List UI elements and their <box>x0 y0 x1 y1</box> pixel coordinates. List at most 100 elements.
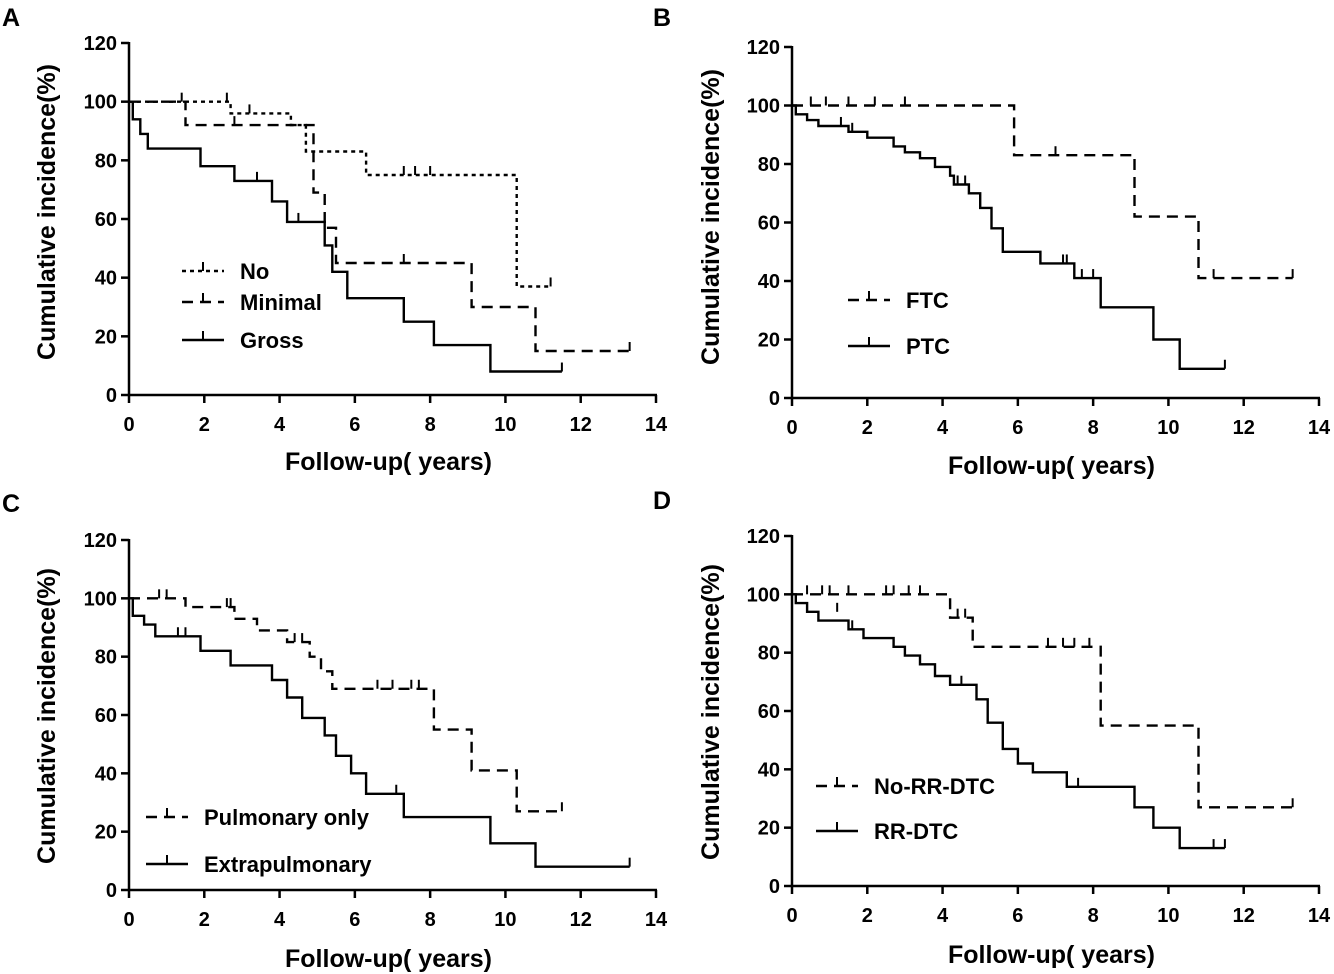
panel-c-axes <box>121 538 658 898</box>
panel-c-label: C <box>2 490 20 518</box>
x-tick-label: 12 <box>1233 417 1255 439</box>
x-tick-label: 6 <box>349 414 360 436</box>
x-axis-title: Follow-up( years) <box>948 452 1155 480</box>
y-tick-label: 80 <box>758 154 780 176</box>
x-tick-label: 12 <box>1233 905 1255 927</box>
legend-label: No <box>240 259 269 284</box>
x-tick-label: 10 <box>494 909 516 931</box>
x-tick-label: 14 <box>1308 417 1331 439</box>
y-tick-label: 120 <box>84 33 117 55</box>
series-line-rr-dtc <box>792 593 1225 850</box>
x-tick-label: 14 <box>1308 905 1331 927</box>
x-tick-label: 2 <box>862 905 873 927</box>
legend-label: Gross <box>240 328 304 353</box>
x-tick-label: 8 <box>425 909 436 931</box>
series-ftc <box>792 96 1294 280</box>
y-tick-label: 80 <box>758 643 780 665</box>
x-tick-label: 2 <box>199 414 210 436</box>
y-tick-label: 40 <box>95 268 117 290</box>
series-gross <box>129 100 563 373</box>
y-tick-label: 40 <box>758 759 780 781</box>
x-tick-label: 8 <box>425 414 436 436</box>
x-tick-label: 10 <box>1157 417 1179 439</box>
panel-d-axes <box>784 534 1321 894</box>
x-tick-label: 6 <box>349 909 360 931</box>
x-tick-label: 4 <box>937 417 949 439</box>
y-axis-title: Cumulative incidence(%) <box>33 568 61 864</box>
legend-label: RR-DTC <box>874 819 958 844</box>
series-line-minimal <box>129 100 630 353</box>
x-tick-label: 0 <box>123 909 134 931</box>
x-tick-label: 10 <box>1157 905 1179 927</box>
legend-entry-pulmonary-only: Pulmonary only <box>146 805 370 830</box>
legend-label: No-RR-DTC <box>874 774 995 799</box>
panel-a: A 0 20 40 60 80 100 120 0 2 4 6 8 10 12 14 Follow-up( ye… <box>2 4 668 476</box>
series-pulmonary-only <box>129 589 563 813</box>
x-tick-label: 12 <box>570 414 592 436</box>
y-tick-label: 0 <box>769 876 780 898</box>
y-tick-label: 100 <box>747 96 780 118</box>
series-rr-dtc <box>792 593 1226 850</box>
series-no-rr-dtc <box>792 585 1294 809</box>
y-tick-label: 100 <box>84 92 117 114</box>
x-tick-label: 0 <box>786 417 797 439</box>
x-tick-label: 8 <box>1088 417 1099 439</box>
series-line-ftc <box>792 104 1293 280</box>
series-line-gross <box>129 100 562 373</box>
y-tick-label: 60 <box>95 209 117 231</box>
legend-label: FTC <box>906 288 949 313</box>
y-tick-label: 0 <box>106 385 117 407</box>
legend-entry-gross: Gross <box>182 328 304 353</box>
x-tick-label: 4 <box>274 414 286 436</box>
panel-d: D 0 20 40 60 80 100 120 0 2 4 6 8 10 12 14 Follow-up( ye… <box>653 487 1331 969</box>
series-line-no-rr-dtc <box>792 593 1293 809</box>
panel-a-axes <box>121 41 658 403</box>
legend-entry-no-rr-dtc: No-RR-DTC <box>816 774 995 799</box>
y-tick-label: 80 <box>95 647 117 669</box>
series-extrapulmonary <box>129 597 631 868</box>
legend-label: Extrapulmonary <box>204 852 372 877</box>
x-tick-label: 2 <box>199 909 210 931</box>
series-line-extrapulmonary <box>129 597 630 868</box>
y-tick-label: 100 <box>84 588 117 610</box>
y-tick-label: 20 <box>95 822 117 844</box>
x-axis-title: Follow-up( years) <box>948 941 1155 969</box>
x-tick-label: 10 <box>494 414 516 436</box>
y-tick-label: 60 <box>758 701 780 723</box>
y-tick-label: 20 <box>95 326 117 348</box>
x-tick-label: 6 <box>1012 905 1023 927</box>
y-tick-label: 100 <box>747 584 780 606</box>
x-tick-label: 4 <box>274 909 286 931</box>
panel-d-label: D <box>653 487 671 515</box>
panel-b-axes <box>784 45 1321 406</box>
y-tick-label: 20 <box>758 330 780 352</box>
legend-entry-rr-dtc: RR-DTC <box>816 819 958 844</box>
x-tick-label: 4 <box>937 905 949 927</box>
y-axis-title: Cumulative incidence(%) <box>697 69 725 365</box>
y-tick-label: 0 <box>106 880 117 902</box>
x-axis-title: Follow-up( years) <box>285 945 492 973</box>
series-no <box>129 92 552 288</box>
series-minimal <box>129 100 631 353</box>
x-tick-label: 0 <box>123 414 134 436</box>
y-tick-label: 60 <box>758 213 780 235</box>
x-tick-label: 0 <box>786 905 797 927</box>
legend-entry-ftc: FTC <box>848 288 949 313</box>
y-axis-title: Cumulative incidence(%) <box>697 564 725 860</box>
y-tick-label: 120 <box>84 530 117 552</box>
panel-c: C 0 20 40 60 80 100 120 0 2 4 6 8 10 12 14 Follow-up( ye… <box>2 490 668 973</box>
x-tick-label: 14 <box>645 909 668 931</box>
legend-label: PTC <box>906 334 950 359</box>
x-tick-label: 12 <box>570 909 592 931</box>
panel-b: B 0 20 40 60 80 100 120 0 2 4 6 8 10 12 14 Follow-up( ye… <box>653 4 1331 480</box>
x-tick-label: 14 <box>645 414 668 436</box>
x-axis-title: Follow-up( years) <box>285 448 492 476</box>
x-tick-label: 2 <box>862 417 873 439</box>
legend-label: Pulmonary only <box>204 805 370 830</box>
series-line-ptc <box>792 104 1225 370</box>
y-tick-label: 120 <box>747 526 780 548</box>
legend-entry-ptc: PTC <box>848 334 950 359</box>
y-tick-label: 0 <box>769 388 780 410</box>
y-tick-label: 20 <box>758 818 780 840</box>
